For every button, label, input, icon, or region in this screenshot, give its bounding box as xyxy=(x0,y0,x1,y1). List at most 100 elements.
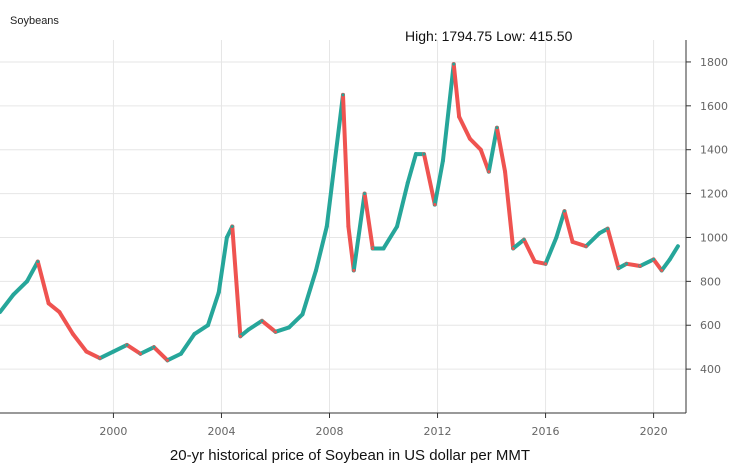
price-segment xyxy=(624,261,643,268)
price-point xyxy=(584,244,588,248)
price-point xyxy=(341,93,345,97)
price-segment xyxy=(205,290,221,328)
price-point xyxy=(352,268,356,272)
price-segment xyxy=(422,152,437,207)
price-point xyxy=(406,181,410,185)
x-tick-label: 2004 xyxy=(207,425,235,438)
price-segment xyxy=(70,332,89,354)
price-segment xyxy=(486,125,499,174)
price-segment xyxy=(216,235,229,295)
price-point xyxy=(138,352,142,356)
y-tick-label: 400 xyxy=(700,363,721,376)
price-segment xyxy=(0,292,16,315)
price-point xyxy=(246,328,250,332)
price-point xyxy=(495,126,499,130)
price-point xyxy=(522,238,526,242)
price-segment xyxy=(124,342,143,356)
price-segment xyxy=(46,301,62,315)
price-segment xyxy=(341,92,351,229)
price-point xyxy=(395,225,399,228)
price-point xyxy=(125,343,129,347)
price-segment xyxy=(395,180,410,229)
price-segment xyxy=(138,345,156,356)
axes: 400 600 800 1000 1200 1400 1600 1800 2000 2004 200… xyxy=(0,40,728,438)
price-segment xyxy=(35,259,51,306)
price-series xyxy=(0,62,680,363)
price-point xyxy=(152,345,156,349)
price-segment xyxy=(651,257,664,273)
price-point xyxy=(230,225,234,228)
price-segment xyxy=(405,152,418,185)
price-segment xyxy=(440,62,456,163)
price-point xyxy=(487,170,491,174)
price-point xyxy=(544,262,548,266)
price-point xyxy=(676,244,680,248)
price-segment xyxy=(273,325,291,334)
price-point xyxy=(325,225,329,228)
price-point xyxy=(36,260,40,264)
y-tick-label: 1800 xyxy=(700,56,728,69)
price-point xyxy=(165,358,169,362)
grid xyxy=(0,40,686,413)
x-tick-label: 2020 xyxy=(640,425,668,438)
price-segment xyxy=(362,191,375,251)
price-point xyxy=(660,268,664,272)
price-segment xyxy=(313,224,329,273)
price-point xyxy=(668,257,672,261)
price-point xyxy=(598,231,602,235)
price-point xyxy=(71,332,75,336)
price-point xyxy=(562,209,566,213)
price-segment xyxy=(467,136,483,152)
price-point xyxy=(206,323,210,327)
price-point xyxy=(554,235,558,239)
price-segment xyxy=(584,231,602,249)
price-segment xyxy=(192,323,210,337)
y-tick-label: 1400 xyxy=(700,144,728,157)
price-segment xyxy=(521,237,537,264)
price-segment xyxy=(97,349,116,361)
price-segment xyxy=(432,158,445,207)
price-point xyxy=(652,257,656,261)
price-point xyxy=(479,148,483,152)
y-tick-label: 1600 xyxy=(700,100,728,113)
price-segment xyxy=(570,239,589,249)
price-point xyxy=(333,159,337,163)
price-segment xyxy=(562,209,575,244)
price-point xyxy=(638,264,642,268)
chart-caption: 20-yr historical price of Soybean in US … xyxy=(170,447,530,464)
price-segment xyxy=(246,318,264,332)
price-point xyxy=(363,192,367,196)
price-point xyxy=(511,246,515,250)
price-point xyxy=(225,235,229,239)
price-point xyxy=(57,310,61,314)
price-segment xyxy=(457,114,472,141)
price-segment xyxy=(659,257,672,273)
price-point xyxy=(84,350,88,354)
price-point xyxy=(468,137,472,141)
y-tick-label: 1000 xyxy=(700,231,728,244)
price-point xyxy=(371,246,375,250)
price-segment xyxy=(25,259,40,284)
price-point xyxy=(422,152,426,156)
price-segment xyxy=(503,169,516,251)
price-segment xyxy=(84,349,102,361)
price-point xyxy=(457,115,461,119)
price-point xyxy=(273,330,277,334)
price-point xyxy=(12,293,16,297)
price-segment xyxy=(11,279,30,297)
y-tick-label: 600 xyxy=(700,319,721,332)
price-point xyxy=(616,266,620,270)
price-point xyxy=(111,350,115,354)
price-point xyxy=(238,334,242,338)
price-point xyxy=(346,225,350,228)
x-tick-label: 2008 xyxy=(315,425,343,438)
x-tick-label: 2016 xyxy=(532,425,560,438)
price-segment xyxy=(543,235,559,266)
price-segment xyxy=(57,310,75,337)
price-segment xyxy=(324,158,337,229)
price-point xyxy=(192,332,196,336)
price-point xyxy=(179,352,183,356)
price-point xyxy=(25,279,29,283)
price-point xyxy=(260,319,264,323)
price-point xyxy=(441,159,445,163)
